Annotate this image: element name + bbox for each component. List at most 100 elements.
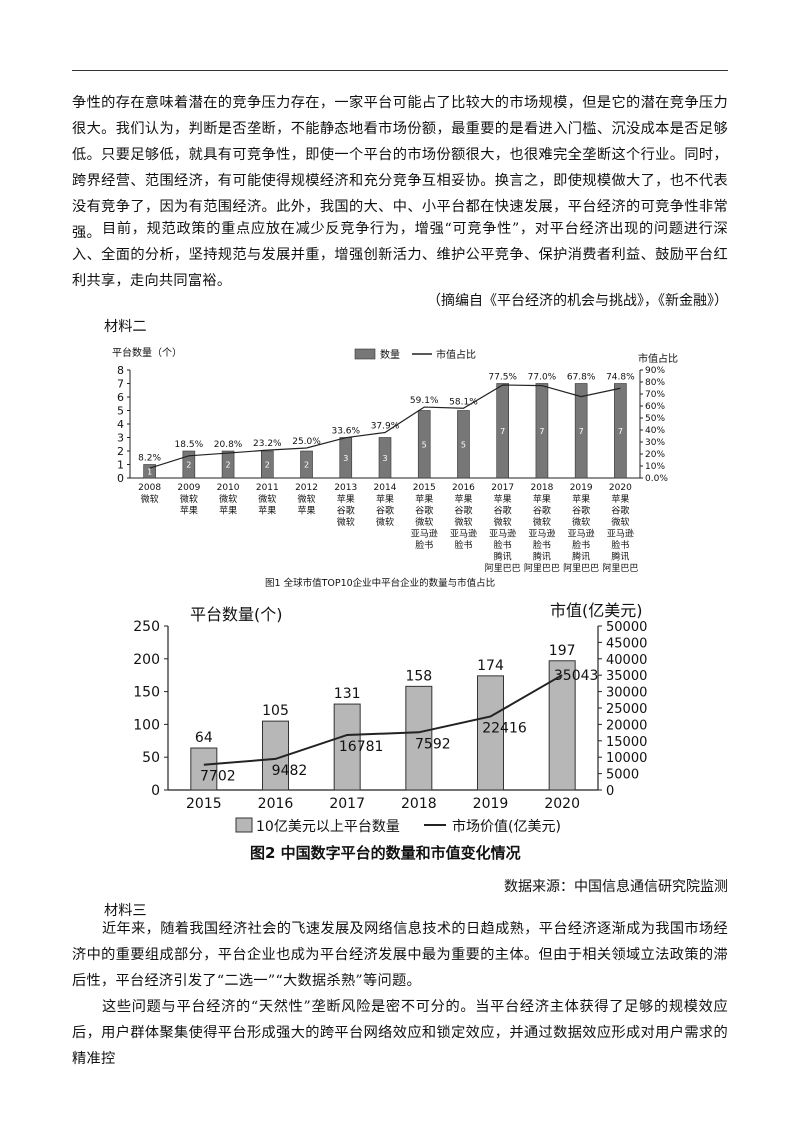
chart2-legend-bar-label: 10亿美元以上平台数量 (256, 819, 400, 835)
chart1-x-tick-label: 2014 (374, 483, 397, 493)
chart1-bar (614, 383, 627, 479)
chart2-left-tick-label: 200 (133, 652, 160, 668)
chart2-value-line (203, 674, 563, 766)
chart2-right-tick-label: 0 (606, 784, 614, 799)
chart2-right-tick-label: 40000 (606, 653, 647, 668)
chart1-company-label: 阿里巴巴 (563, 563, 599, 574)
chart1-share-label: 23.2% (253, 439, 282, 449)
chart1-company-label: 脸书 (533, 539, 551, 551)
chart-2: 平台数量(个) 市值(亿美元) 050100150200250050001000… (133, 601, 647, 862)
chart2-left-tick-label: 250 (133, 619, 160, 635)
chart2-value-label: 7592 (415, 736, 451, 752)
chart2-x-tick-label: 2019 (473, 796, 509, 812)
chart1-bar (574, 383, 588, 479)
chart2-value-label: 35043 (554, 668, 599, 684)
chart1-bar-value: 1 (147, 467, 152, 476)
chart2-bar-value: 197 (549, 643, 576, 659)
chart1-bar-value: 2 (226, 461, 231, 470)
chart1-company-label: 苹果 (494, 493, 512, 505)
chart2-left-tick-label: 50 (142, 750, 160, 766)
chart1-x-tick-label: 2018 (530, 483, 553, 493)
chart2-left-tick-label: 0 (151, 783, 160, 799)
chart1-company-label: 亚马逊 (568, 529, 595, 540)
chart1-company-label: 微软 (298, 493, 316, 505)
chart1-company-label: 苹果 (415, 493, 433, 505)
chart2-right-tick-label: 25000 (606, 702, 647, 717)
chart2-bar-value: 158 (405, 668, 432, 684)
chart1-legend-bar-swatch (354, 348, 376, 360)
chart1-bar (261, 450, 274, 479)
chart2-right-tick-label: 15000 (606, 735, 647, 750)
chart1-x-tick-label: 2015 (413, 483, 436, 493)
chart1-company-label: 苹果 (337, 493, 355, 505)
material3-label: 材料三 (104, 903, 147, 919)
chart2-bar-value: 174 (477, 658, 504, 674)
chart-1: 平台数量（个） 市值占比 数量 市值占比 0123456780.0%10%20%… (112, 346, 678, 589)
chart1-bar (221, 450, 235, 479)
chart1-company-label: 微软 (258, 493, 276, 505)
chart1-company-label: 阿里巴巴 (602, 563, 638, 574)
chart1-caption: 图1 全球市值TOP10企业中平台企业的数量与市值占比 (265, 577, 495, 589)
chart1-bar-value: 3 (382, 454, 387, 463)
chart1-right-tick-label: 20% (645, 450, 665, 460)
chart1-company-label: 腾讯 (572, 551, 590, 563)
chart2-right-tick-label: 50000 (606, 620, 647, 635)
chart2-bar (190, 747, 218, 791)
chart1-share-label: 77.5% (488, 373, 517, 383)
chart2-left-tick-label: 150 (133, 685, 160, 701)
chart2-right-tick-label: 20000 (606, 718, 647, 733)
chart1-x-tick-label: 2019 (570, 483, 593, 493)
chart2-right-tick-label: 30000 (606, 686, 647, 701)
chart2-x-tick-label: 2015 (186, 796, 222, 812)
chart1-company-label: 腾讯 (533, 551, 551, 563)
chart1-company-label: 脸书 (454, 539, 472, 551)
chart1-left-tick-label: 3 (117, 432, 124, 445)
chart2-left-axis-title: 平台数量(个) (190, 605, 283, 624)
chart1-x-tick-label: 2009 (177, 483, 200, 493)
chart1-company-label: 苹果 (180, 505, 198, 517)
chart1-company-label: 微软 (180, 493, 198, 505)
chart1-bar-value: 5 (422, 440, 427, 449)
chart1-left-tick-label: 2 (117, 445, 124, 458)
chart1-legend-bar-label: 数量 (380, 348, 400, 361)
chart2-right-tick-label: 10000 (606, 751, 647, 766)
chart2-x-tick-label: 2017 (329, 796, 365, 812)
chart1-company-label: 亚马逊 (489, 529, 516, 540)
chart2-bar-value: 131 (334, 686, 361, 702)
chart1-company-label: 脸书 (611, 539, 629, 551)
chart1-left-tick-label: 1 (117, 459, 124, 472)
chart2-bar (333, 703, 361, 791)
chart1-company-label: 苹果 (258, 505, 276, 517)
chart1-share-label: 67.8% (567, 373, 596, 383)
chart1-right-tick-label: 50% (645, 414, 665, 424)
chart1-bar-value: 7 (618, 427, 623, 436)
chart1-bar (417, 410, 431, 479)
material1-paragraph-2: 目前，规范政策的重点应放在减少反竞争行为，增强“可竞争性”，对平台经济出现的问题… (72, 221, 728, 289)
chart1-company-label: 亚马逊 (411, 529, 438, 540)
header-rule (72, 70, 728, 71)
chart1-share-line (149, 384, 621, 469)
chart2-right-tick-label: 45000 (606, 636, 647, 651)
chart1-company-label: 谷歌 (494, 505, 512, 517)
chart1-left-tick-label: 5 (117, 405, 124, 418)
material1-source: （摘编自《平台经济的机会与挑战》，《新金融》） (427, 293, 728, 309)
chart1-right-tick-label: 0.0% (645, 474, 668, 484)
chart2-value-label: 16781 (339, 739, 384, 755)
chart2-right-tick-label: 5000 (606, 768, 639, 783)
chart2-bar-value: 64 (195, 730, 213, 746)
chart1-company-label: 亚马逊 (607, 529, 634, 540)
chart1-bar-value: 7 (579, 427, 584, 436)
chart1-company-label: 苹果 (219, 505, 237, 517)
chart1-bar-value: 5 (461, 440, 466, 449)
chart1-company-label: 微软 (219, 493, 237, 505)
chart1-company-label: 微软 (454, 516, 472, 528)
chart1-company-label: 谷歌 (337, 505, 355, 517)
chart2-value-label: 9482 (272, 763, 308, 779)
chart1-company-label: 苹果 (376, 493, 394, 505)
chart1-right-tick-label: 30% (645, 438, 665, 448)
chart2-x-tick-label: 2016 (258, 796, 294, 812)
chart2-x-tick-label: 2020 (544, 796, 580, 812)
chart1-left-tick-label: 7 (117, 378, 124, 391)
chart1-left-tick-label: 4 (117, 418, 124, 431)
chart1-bar (457, 410, 470, 479)
